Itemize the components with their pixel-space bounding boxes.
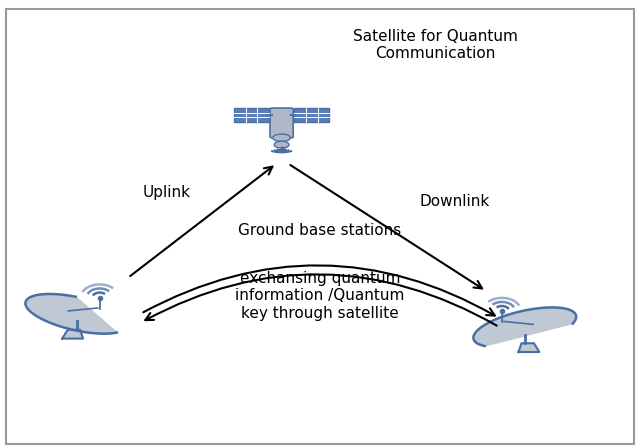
Text: exchansing quantum
information /Quantum
key through satellite: exchansing quantum information /Quantum …	[236, 271, 404, 321]
Polygon shape	[474, 307, 576, 346]
Text: Satellite for Quantum
Communication: Satellite for Quantum Communication	[353, 29, 518, 61]
Bar	[294, 108, 330, 122]
Bar	[234, 108, 269, 122]
Ellipse shape	[274, 141, 289, 148]
Polygon shape	[26, 294, 117, 334]
FancyBboxPatch shape	[270, 108, 293, 138]
Text: Downlink: Downlink	[419, 194, 490, 209]
Text: Ground base stations: Ground base stations	[238, 223, 402, 238]
Polygon shape	[62, 330, 83, 339]
Ellipse shape	[273, 134, 291, 142]
Polygon shape	[518, 343, 540, 352]
Text: Uplink: Uplink	[143, 185, 191, 200]
